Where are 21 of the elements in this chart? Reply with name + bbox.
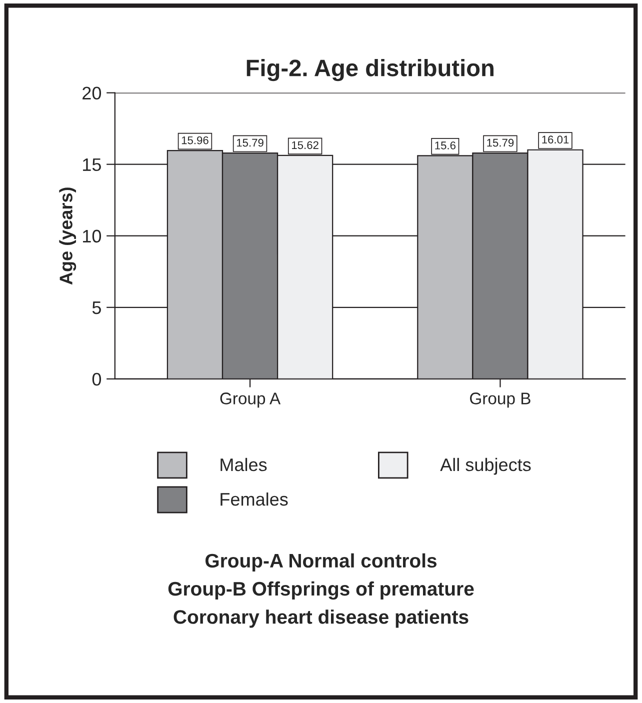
data-label: 15.6 [435, 142, 456, 150]
data-label: 15.79 [236, 138, 264, 147]
data-label: 15.62 [292, 141, 318, 150]
y-tick-label: 15 [83, 158, 101, 172]
data-label: 15.79 [487, 138, 514, 147]
text: Group-B Offsprings of premature [168, 581, 474, 600]
y-tick-label: 20 [82, 86, 102, 100]
legend-label: Females [220, 492, 288, 506]
x-tick-label: Group B [470, 392, 530, 408]
chart-title: Fig-2. Age distribution [246, 59, 494, 82]
data-label: 16.01 [542, 136, 569, 144]
text: Group-A Normal controls [205, 553, 437, 572]
y-tick-label: 10 [83, 230, 102, 243]
x-tick-label: Group A [220, 392, 281, 408]
y-tick-label: 5 [92, 302, 101, 314]
y-axis-title: Age (years) [59, 188, 76, 285]
legend-label: All subjects [440, 458, 531, 475]
legend-label: Males [220, 458, 267, 472]
text: Coronary heart disease patients [174, 610, 468, 628]
data-label: 15.96 [182, 136, 208, 144]
y-tick-label: 0 [92, 372, 102, 386]
